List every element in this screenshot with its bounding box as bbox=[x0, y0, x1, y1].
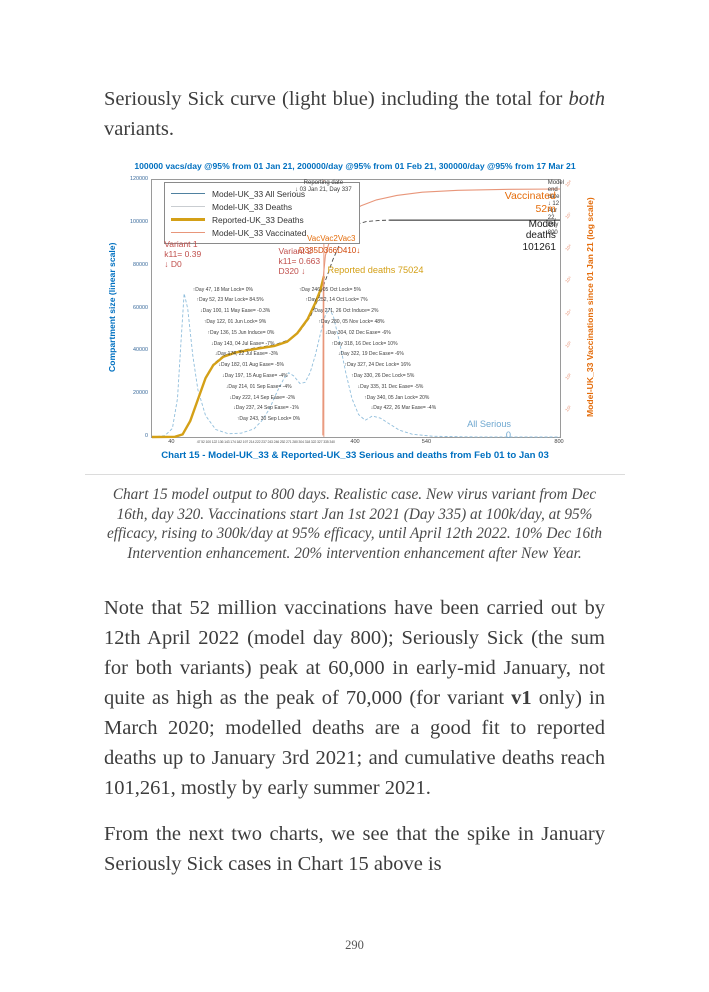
event-annotation: ↑Day 340, 05 Jan Lock= 20% bbox=[364, 394, 430, 401]
chart-bottom-title: Chart 15 - Model-UK_33 & Reported-UK_33 … bbox=[161, 450, 549, 461]
para1-text-post: only) in March 2020; modelled deaths are… bbox=[104, 687, 605, 799]
y-axis-label-right: Model-UK_33 Vaccinations since 01 Jan 21… bbox=[585, 197, 595, 418]
right-tick-label: 10⁶ bbox=[564, 243, 573, 253]
annotation-model-end-date: Model end date ↓ 12 Apr 22, Day 800 bbox=[547, 180, 565, 236]
annotation-model-deaths-total: Model deaths 101261 bbox=[522, 218, 556, 254]
event-annotation: ↑Day 47, 18 Mar Lock= 0% bbox=[192, 286, 253, 293]
x-tick-label: 800 bbox=[554, 439, 564, 445]
event-annotation: ↑Day 318, 16 Dec Lock= 10% bbox=[331, 340, 398, 347]
legend-line-swatch bbox=[171, 193, 205, 194]
legend-item: Model-UK_33 Deaths bbox=[171, 200, 353, 213]
series-model-uk-33-vaccinated bbox=[322, 188, 561, 436]
legend-label: Model-UK_33 All Serious bbox=[212, 188, 306, 199]
event-annotation: ↓Day 143, 04 Jul Ease= -7% bbox=[211, 340, 275, 347]
event-annotation: ↓Day 197, 15 Aug Ease= -4% bbox=[222, 373, 288, 379]
event-annotation: ↑Day 280, 05 Nov Lock= 48% bbox=[318, 319, 385, 326]
event-annotation: ↑Day 243, 30 Sep Lock= 0% bbox=[236, 416, 301, 423]
event-annotation: ↑Day 246, 05 Oct Lock= 5% bbox=[298, 286, 361, 293]
event-annotation: ↑Day 330, 26 Dec Lock= 5% bbox=[351, 373, 415, 379]
para1-text-pre: Note that 52 million vaccinations have b… bbox=[104, 597, 605, 709]
y-tick-label: 0 bbox=[145, 433, 148, 439]
event-annotation: ↓Day 322, 19 Dec Ease= -6% bbox=[338, 351, 404, 358]
body-paragraph-1: Note that 52 million vaccinations have b… bbox=[104, 593, 605, 803]
event-annotation: ↑Day 122, 01 Jun Lock= 9% bbox=[203, 319, 267, 326]
event-annotation: ↓Day 422, 26 Mar Ease= -4% bbox=[370, 405, 437, 412]
annotation-variant-2: Variant 2 k11= 0.663 D320 ↓ bbox=[278, 245, 321, 276]
annotation-vac-events: VacVac2Vac3 bbox=[307, 233, 356, 243]
event-annotation: ↑Day 136, 15 Jun Induce= 0% bbox=[207, 329, 275, 336]
series-reported-uk-33-deaths bbox=[151, 276, 326, 439]
chart-15: 100000 vacs/day @95% from 01 Jan 21, 200… bbox=[106, 158, 604, 470]
legend-line-swatch bbox=[171, 218, 205, 221]
y-tick-label: 60000 bbox=[133, 304, 148, 311]
event-annotation: ↑Day 271, 26 Oct Induce= 2% bbox=[311, 308, 379, 315]
legend-label: Model-UK_33 Vaccinated bbox=[212, 227, 307, 238]
intro-text-post: variants. bbox=[104, 118, 175, 140]
annotation-vaccinated-total: Vaccinated 52m bbox=[504, 190, 556, 215]
event-annotation: ↓Day 174, 22 Jul Ease= -3% bbox=[214, 351, 279, 358]
page-number: 290 bbox=[345, 938, 364, 952]
y-tick-label: 40000 bbox=[133, 347, 148, 354]
event-annotation: ↑Day 327, 24 Dec Lock= 16% bbox=[344, 362, 411, 369]
right-tick-label: 10⁷ bbox=[564, 211, 573, 220]
chart-title: 100000 vacs/day @95% from 01 Jan 21, 200… bbox=[134, 161, 576, 171]
annotation-variant-1: Variant 1 k11= 0.39 ↓ D0 bbox=[164, 239, 202, 270]
event-annotation: ↓Day 182, 01 Aug Ease= -5% bbox=[218, 362, 284, 369]
body-paragraph-2: From the next two charts, we see that th… bbox=[104, 823, 605, 875]
legend-item: Model-UK_33 Vaccinated bbox=[171, 226, 353, 239]
right-tick-label: 10⁴ bbox=[564, 307, 573, 317]
intro-text-pre: Seriously Sick curve (light blue) includ… bbox=[104, 88, 569, 110]
plot-area: Model-UK_33 All Serious Model-UK_33 Death… bbox=[151, 179, 565, 440]
x-event-tick-cluster: 47 52 100 122 136 143 174 182 197 214 22… bbox=[196, 440, 335, 444]
chart-plot-svg bbox=[151, 180, 561, 439]
event-annotation: ↓Day 237, 24 Sep Ease= -1% bbox=[233, 405, 299, 412]
event-annotation: ↓Day 222, 14 Sep Ease= -2% bbox=[229, 394, 296, 401]
right-tick-label: 10⁸ bbox=[564, 179, 573, 188]
y-tick-label: 120000 bbox=[130, 176, 148, 182]
right-tick-label: 10⁵ bbox=[564, 275, 573, 285]
chart-figure: 100000 vacs/day @95% from 01 Jan 21, 200… bbox=[85, 158, 625, 475]
figure-caption: Chart 15 model output to 800 days. Reali… bbox=[106, 486, 603, 562]
event-annotation: ↑Day 252, 14 Oct Lock= 7% bbox=[305, 297, 368, 304]
y-tick-label: 20000 bbox=[133, 390, 148, 397]
x-tick-label: 540 bbox=[421, 439, 432, 445]
text-column: Seriously Sick curve (light blue) includ… bbox=[85, 84, 625, 879]
x-tick-label: 400 bbox=[350, 439, 360, 445]
annotation-reporting-date: Reporting date ↓ 03 Jan 21, Day 337 bbox=[295, 180, 352, 194]
y-tick-label: 80000 bbox=[133, 261, 148, 268]
annotation-all-serious-final: All Serious 0 bbox=[467, 419, 512, 440]
legend-line-swatch bbox=[171, 206, 205, 207]
para1-variant-bold: v1 bbox=[511, 687, 532, 709]
legend-item: Reported-UK_33 Deaths bbox=[171, 213, 353, 226]
legend-line-swatch bbox=[171, 232, 205, 233]
annotation-vac-event-days: D335D366D410↓ bbox=[298, 245, 361, 255]
right-tick-label: 10³ bbox=[564, 339, 573, 349]
legend-item: Model-UK_33 All Serious bbox=[171, 187, 353, 200]
legend-label: Reported-UK_33 Deaths bbox=[212, 214, 304, 225]
x-tick-label: 40 bbox=[168, 439, 175, 445]
y-tick-label: 100000 bbox=[130, 218, 148, 225]
event-annotation: ↓Day 335, 31 Dec Ease= -5% bbox=[357, 383, 424, 390]
intro-paragraph: Seriously Sick curve (light blue) includ… bbox=[104, 84, 605, 144]
event-annotation: ↓Day 100, 11 May Ease= -0.3% bbox=[200, 308, 271, 315]
right-tick-label: 10¹ bbox=[564, 404, 573, 413]
right-tick-label: 10² bbox=[564, 372, 573, 381]
intro-text-italic: both bbox=[568, 88, 605, 110]
event-annotation: ↓Day 304, 02 Dec Ease= -6% bbox=[324, 329, 391, 336]
legend-label: Model-UK_33 Deaths bbox=[212, 201, 293, 212]
event-annotation: ↑Day 52, 23 Mar Lock= 84.5% bbox=[196, 297, 264, 304]
chart-legend: Model-UK_33 All Serious Model-UK_33 Death… bbox=[164, 182, 360, 244]
event-annotation: ↓Day 214, 01 Sep Ease= -4% bbox=[225, 383, 292, 390]
annotation-reported-deaths-total: Reported deaths 75024 bbox=[327, 264, 424, 275]
